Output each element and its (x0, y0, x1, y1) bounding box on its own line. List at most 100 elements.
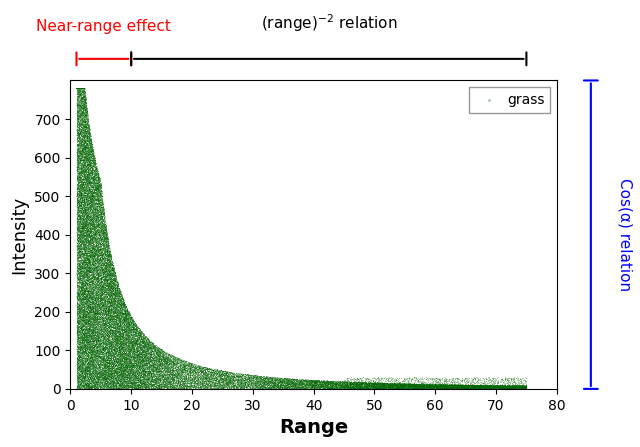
grass (244, 380, 255, 388)
grass (74, 224, 84, 231)
grass (200, 379, 210, 386)
grass (97, 264, 108, 271)
grass (81, 120, 91, 127)
grass (236, 384, 246, 392)
grass (74, 112, 84, 119)
grass (73, 84, 83, 92)
grass (90, 160, 100, 167)
grass (380, 385, 390, 392)
grass (343, 385, 353, 392)
grass (80, 97, 90, 105)
grass (89, 383, 99, 390)
grass (115, 343, 125, 350)
grass (76, 370, 86, 377)
grass (457, 383, 467, 390)
grass (127, 322, 138, 329)
grass (84, 201, 95, 208)
grass (83, 335, 93, 342)
grass (117, 363, 127, 370)
grass (92, 231, 102, 238)
grass (124, 349, 134, 356)
grass (382, 384, 392, 391)
grass (482, 383, 492, 390)
grass (102, 344, 113, 351)
grass (81, 353, 92, 360)
grass (173, 377, 184, 384)
grass (88, 380, 99, 387)
grass (83, 270, 93, 278)
grass (379, 380, 389, 388)
grass (96, 314, 106, 321)
grass (94, 376, 104, 383)
grass (355, 383, 365, 390)
grass (109, 281, 119, 288)
grass (134, 379, 144, 386)
grass (220, 383, 230, 390)
grass (86, 202, 96, 210)
grass (94, 232, 104, 239)
grass (462, 385, 472, 392)
grass (97, 342, 108, 349)
grass (497, 384, 507, 392)
grass (133, 367, 143, 374)
grass (76, 249, 86, 256)
grass (144, 369, 154, 376)
grass (168, 371, 178, 378)
grass (180, 367, 190, 375)
grass (240, 376, 250, 383)
grass (90, 302, 100, 309)
grass (75, 357, 85, 364)
grass (111, 375, 122, 382)
grass (77, 108, 87, 115)
grass (82, 338, 92, 345)
grass (77, 205, 87, 212)
grass (105, 330, 115, 337)
grass (121, 355, 131, 363)
grass (106, 316, 116, 323)
grass (96, 282, 106, 289)
grass (497, 375, 507, 383)
grass (125, 372, 136, 380)
grass (81, 293, 91, 300)
grass (178, 385, 188, 392)
grass (104, 253, 115, 260)
grass (93, 350, 104, 357)
grass (154, 372, 164, 380)
grass (109, 270, 119, 277)
grass (488, 383, 499, 390)
grass (113, 369, 123, 376)
grass (72, 84, 83, 92)
grass (117, 308, 127, 315)
grass (74, 138, 84, 145)
grass (136, 346, 147, 353)
grass (159, 374, 169, 381)
grass (75, 237, 85, 244)
grass (93, 171, 104, 178)
grass (76, 291, 86, 299)
grass (96, 378, 106, 385)
grass (406, 382, 417, 389)
grass (105, 350, 115, 358)
grass (98, 348, 108, 355)
grass (459, 384, 469, 391)
grass (77, 94, 88, 101)
grass (108, 341, 118, 348)
grass (92, 237, 102, 244)
grass (77, 235, 88, 242)
grass (78, 143, 88, 151)
grass (394, 384, 404, 392)
grass (141, 351, 152, 358)
grass (73, 334, 83, 342)
grass (74, 375, 84, 382)
grass (74, 252, 84, 259)
grass (140, 371, 150, 378)
grass (154, 382, 164, 389)
grass (115, 372, 125, 379)
grass (81, 277, 91, 284)
grass (80, 193, 90, 200)
grass (149, 354, 159, 361)
grass (122, 380, 132, 387)
grass (87, 288, 97, 295)
grass (376, 379, 387, 386)
grass (358, 380, 368, 387)
